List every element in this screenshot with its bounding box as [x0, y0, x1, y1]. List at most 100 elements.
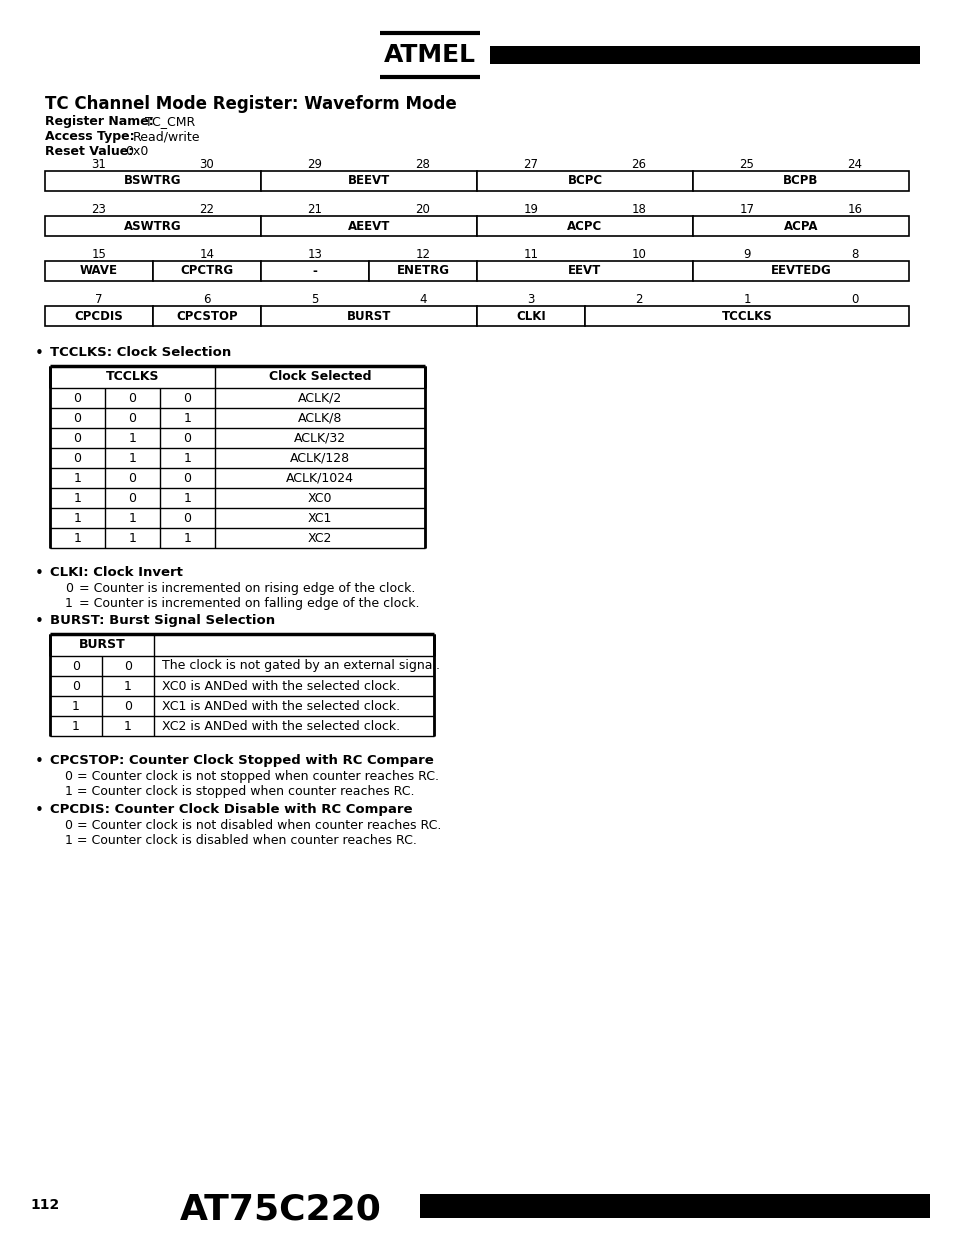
- Text: 4: 4: [418, 293, 426, 306]
- Text: •: •: [35, 755, 44, 769]
- Text: 0: 0: [71, 659, 80, 673]
- Text: 9: 9: [742, 248, 750, 261]
- Bar: [45, 306, 152, 326]
- Text: 1: 1: [124, 720, 132, 732]
- Text: BCPC: BCPC: [567, 174, 602, 188]
- Text: 0: 0: [71, 679, 80, 693]
- Text: 0: 0: [183, 472, 192, 484]
- Text: 18: 18: [631, 203, 646, 216]
- Text: ACLK/1024: ACLK/1024: [286, 472, 354, 484]
- Text: 29: 29: [307, 158, 322, 170]
- Text: = Counter is incremented on rising edge of the clock.: = Counter is incremented on rising edge …: [75, 582, 415, 595]
- Text: = Counter is incremented on falling edge of the clock.: = Counter is incremented on falling edge…: [75, 597, 419, 610]
- Text: 1 = Counter clock is stopped when counter reaches RC.: 1 = Counter clock is stopped when counte…: [65, 785, 414, 798]
- Text: 6: 6: [203, 293, 211, 306]
- Text: 0 = Counter clock is not stopped when counter reaches RC.: 0 = Counter clock is not stopped when co…: [65, 769, 438, 783]
- Text: XC2 is ANDed with the selected clock.: XC2 is ANDed with the selected clock.: [162, 720, 399, 732]
- Text: 10: 10: [631, 248, 646, 261]
- Text: 0: 0: [129, 492, 136, 505]
- Bar: [261, 261, 369, 282]
- Text: XC1: XC1: [308, 511, 332, 525]
- Bar: [476, 170, 692, 191]
- Text: Register Name:: Register Name:: [45, 115, 153, 128]
- Text: 27: 27: [523, 158, 537, 170]
- Text: 30: 30: [199, 158, 214, 170]
- Text: 1: 1: [124, 679, 132, 693]
- Text: 11: 11: [523, 248, 537, 261]
- Text: TC_CMR: TC_CMR: [145, 115, 195, 128]
- Text: 1: 1: [183, 531, 192, 545]
- Text: CPCSTOP: CPCSTOP: [176, 310, 237, 322]
- Bar: [261, 216, 476, 236]
- Bar: [419, 1194, 929, 1218]
- Bar: [45, 216, 261, 236]
- Text: 24: 24: [846, 158, 862, 170]
- Text: 0: 0: [73, 452, 81, 464]
- Text: 1: 1: [129, 511, 136, 525]
- Text: •: •: [35, 566, 44, 580]
- Text: 1: 1: [73, 531, 81, 545]
- Bar: [152, 261, 261, 282]
- Text: 1: 1: [183, 411, 192, 425]
- Bar: [584, 306, 908, 326]
- Text: 8: 8: [850, 248, 858, 261]
- Text: 5: 5: [311, 293, 318, 306]
- Text: CPCDIS: CPCDIS: [74, 310, 123, 322]
- Text: 23: 23: [91, 203, 107, 216]
- Text: Read/write: Read/write: [132, 130, 200, 143]
- Text: CLKI: CLKI: [516, 310, 545, 322]
- Text: 1: 1: [73, 511, 81, 525]
- Text: 0: 0: [850, 293, 858, 306]
- Text: 0: 0: [73, 411, 81, 425]
- Text: 0: 0: [129, 472, 136, 484]
- Text: ACLK/128: ACLK/128: [290, 452, 350, 464]
- Text: 12: 12: [416, 248, 430, 261]
- Text: ENETRG: ENETRG: [396, 264, 449, 278]
- Text: The clock is not gated by an external signal.: The clock is not gated by an external si…: [162, 659, 439, 673]
- Text: ACPC: ACPC: [567, 220, 602, 232]
- Text: 21: 21: [307, 203, 322, 216]
- Text: CPCDIS: Counter Clock Disable with RC Compare: CPCDIS: Counter Clock Disable with RC Co…: [50, 803, 412, 816]
- Text: BURST: Burst Signal Selection: BURST: Burst Signal Selection: [50, 614, 274, 627]
- Text: 28: 28: [416, 158, 430, 170]
- Text: 1: 1: [183, 452, 192, 464]
- Text: XC2: XC2: [308, 531, 332, 545]
- Text: ASWTRG: ASWTRG: [124, 220, 182, 232]
- Text: 31: 31: [91, 158, 107, 170]
- Text: 0: 0: [183, 511, 192, 525]
- Text: 7: 7: [95, 293, 103, 306]
- Bar: [490, 46, 919, 64]
- Text: 2: 2: [635, 293, 642, 306]
- Text: 20: 20: [416, 203, 430, 216]
- Text: 1: 1: [65, 597, 72, 610]
- Text: 19: 19: [523, 203, 537, 216]
- Text: 0 = Counter clock is not disabled when counter reaches RC.: 0 = Counter clock is not disabled when c…: [65, 819, 441, 832]
- Text: 0: 0: [129, 391, 136, 405]
- Text: 26: 26: [631, 158, 646, 170]
- Text: -: -: [313, 264, 317, 278]
- Bar: [45, 170, 261, 191]
- Text: BEEVT: BEEVT: [348, 174, 390, 188]
- Text: BSWTRG: BSWTRG: [124, 174, 182, 188]
- Text: XC1 is ANDed with the selected clock.: XC1 is ANDed with the selected clock.: [162, 699, 399, 713]
- Text: 1: 1: [73, 492, 81, 505]
- Text: 0: 0: [124, 699, 132, 713]
- Text: Reset Value:: Reset Value:: [45, 144, 133, 158]
- Text: XC0: XC0: [308, 492, 332, 505]
- Text: EEVTEDG: EEVTEDG: [770, 264, 830, 278]
- Text: 0: 0: [65, 582, 73, 595]
- Text: BCPB: BCPB: [782, 174, 818, 188]
- Text: 1: 1: [129, 531, 136, 545]
- Text: Clock Selected: Clock Selected: [269, 370, 371, 384]
- Bar: [476, 261, 692, 282]
- Text: 14: 14: [199, 248, 214, 261]
- Text: 15: 15: [91, 248, 107, 261]
- Text: 0: 0: [183, 391, 192, 405]
- Text: 0: 0: [183, 431, 192, 445]
- Text: ACLK/8: ACLK/8: [297, 411, 342, 425]
- Bar: [692, 261, 908, 282]
- Text: 0: 0: [124, 659, 132, 673]
- Bar: [45, 261, 152, 282]
- Text: •: •: [35, 346, 44, 361]
- Text: CPCTRG: CPCTRG: [180, 264, 233, 278]
